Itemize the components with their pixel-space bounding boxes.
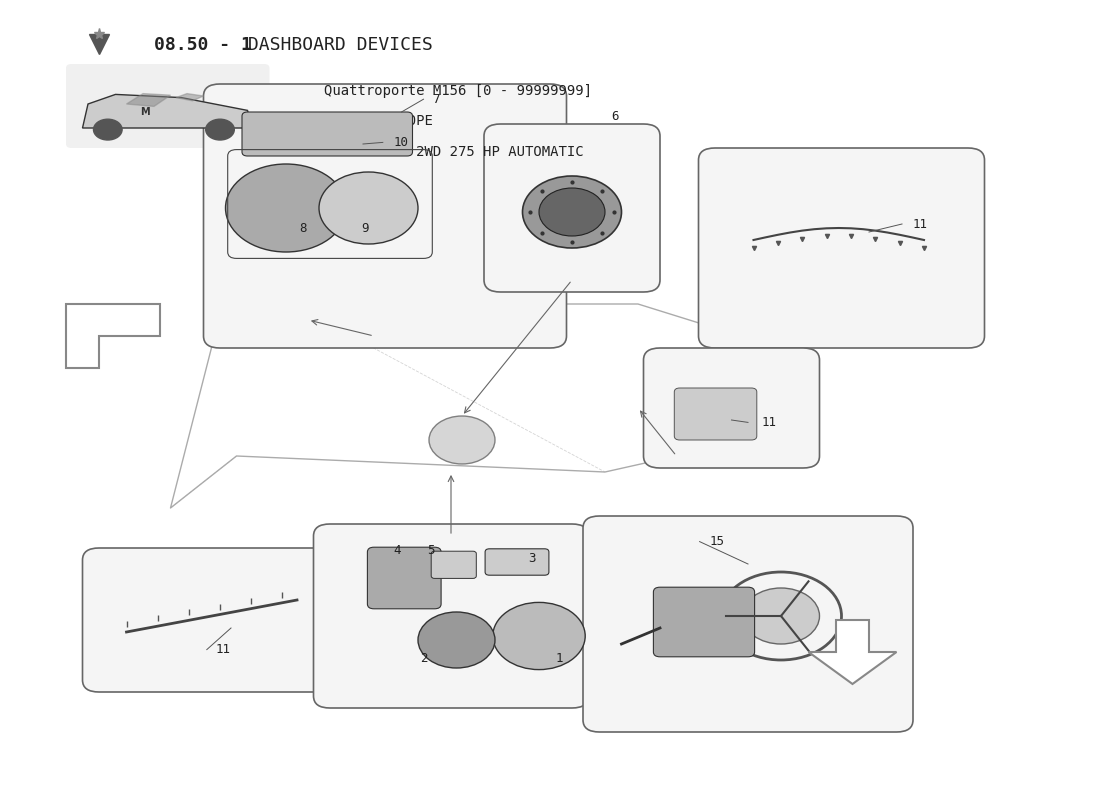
Polygon shape xyxy=(126,94,170,106)
Circle shape xyxy=(319,172,418,244)
Text: 9: 9 xyxy=(361,222,368,234)
Text: 10: 10 xyxy=(394,136,409,149)
Polygon shape xyxy=(66,304,160,368)
Text: 4: 4 xyxy=(394,544,402,557)
Text: 08.50 - 1: 08.50 - 1 xyxy=(154,36,252,54)
FancyBboxPatch shape xyxy=(653,587,755,657)
Text: M: M xyxy=(141,107,150,117)
FancyBboxPatch shape xyxy=(66,64,270,148)
Circle shape xyxy=(539,188,605,236)
Text: 11: 11 xyxy=(761,416,777,429)
Text: 3: 3 xyxy=(528,552,536,565)
Circle shape xyxy=(742,588,820,644)
Text: 7: 7 xyxy=(432,93,440,106)
Text: 2014 - EUROPE: 2014 - EUROPE xyxy=(324,114,433,128)
FancyBboxPatch shape xyxy=(674,388,757,440)
Polygon shape xyxy=(176,94,204,101)
Text: 2: 2 xyxy=(420,652,428,665)
Text: 15: 15 xyxy=(710,535,725,548)
Text: 8: 8 xyxy=(299,222,307,234)
FancyBboxPatch shape xyxy=(485,549,549,575)
Circle shape xyxy=(418,612,495,668)
Text: 11: 11 xyxy=(216,643,231,656)
Circle shape xyxy=(493,602,585,670)
Polygon shape xyxy=(82,94,253,128)
FancyBboxPatch shape xyxy=(644,348,820,468)
Text: Quattroporte M156 [0 - 99999999]: Quattroporte M156 [0 - 99999999] xyxy=(324,84,593,98)
Circle shape xyxy=(522,176,622,248)
Text: 1: 1 xyxy=(556,652,563,665)
Circle shape xyxy=(94,119,122,140)
FancyBboxPatch shape xyxy=(698,148,984,348)
FancyBboxPatch shape xyxy=(314,524,588,708)
FancyBboxPatch shape xyxy=(484,124,660,292)
Text: 5: 5 xyxy=(427,544,434,557)
Circle shape xyxy=(429,416,495,464)
FancyBboxPatch shape xyxy=(431,551,476,578)
FancyBboxPatch shape xyxy=(204,84,566,348)
FancyBboxPatch shape xyxy=(82,548,336,692)
FancyBboxPatch shape xyxy=(242,112,412,156)
Circle shape xyxy=(206,119,234,140)
FancyBboxPatch shape xyxy=(583,516,913,732)
Polygon shape xyxy=(808,620,896,684)
Text: DASHBOARD DEVICES: DASHBOARD DEVICES xyxy=(236,36,432,54)
Text: 3.0 TDS V6 2WD 275 HP AUTOMATIC: 3.0 TDS V6 2WD 275 HP AUTOMATIC xyxy=(324,145,584,158)
Circle shape xyxy=(226,164,346,252)
FancyBboxPatch shape xyxy=(367,547,441,609)
Text: 6: 6 xyxy=(612,110,619,123)
Text: 11: 11 xyxy=(913,218,928,230)
